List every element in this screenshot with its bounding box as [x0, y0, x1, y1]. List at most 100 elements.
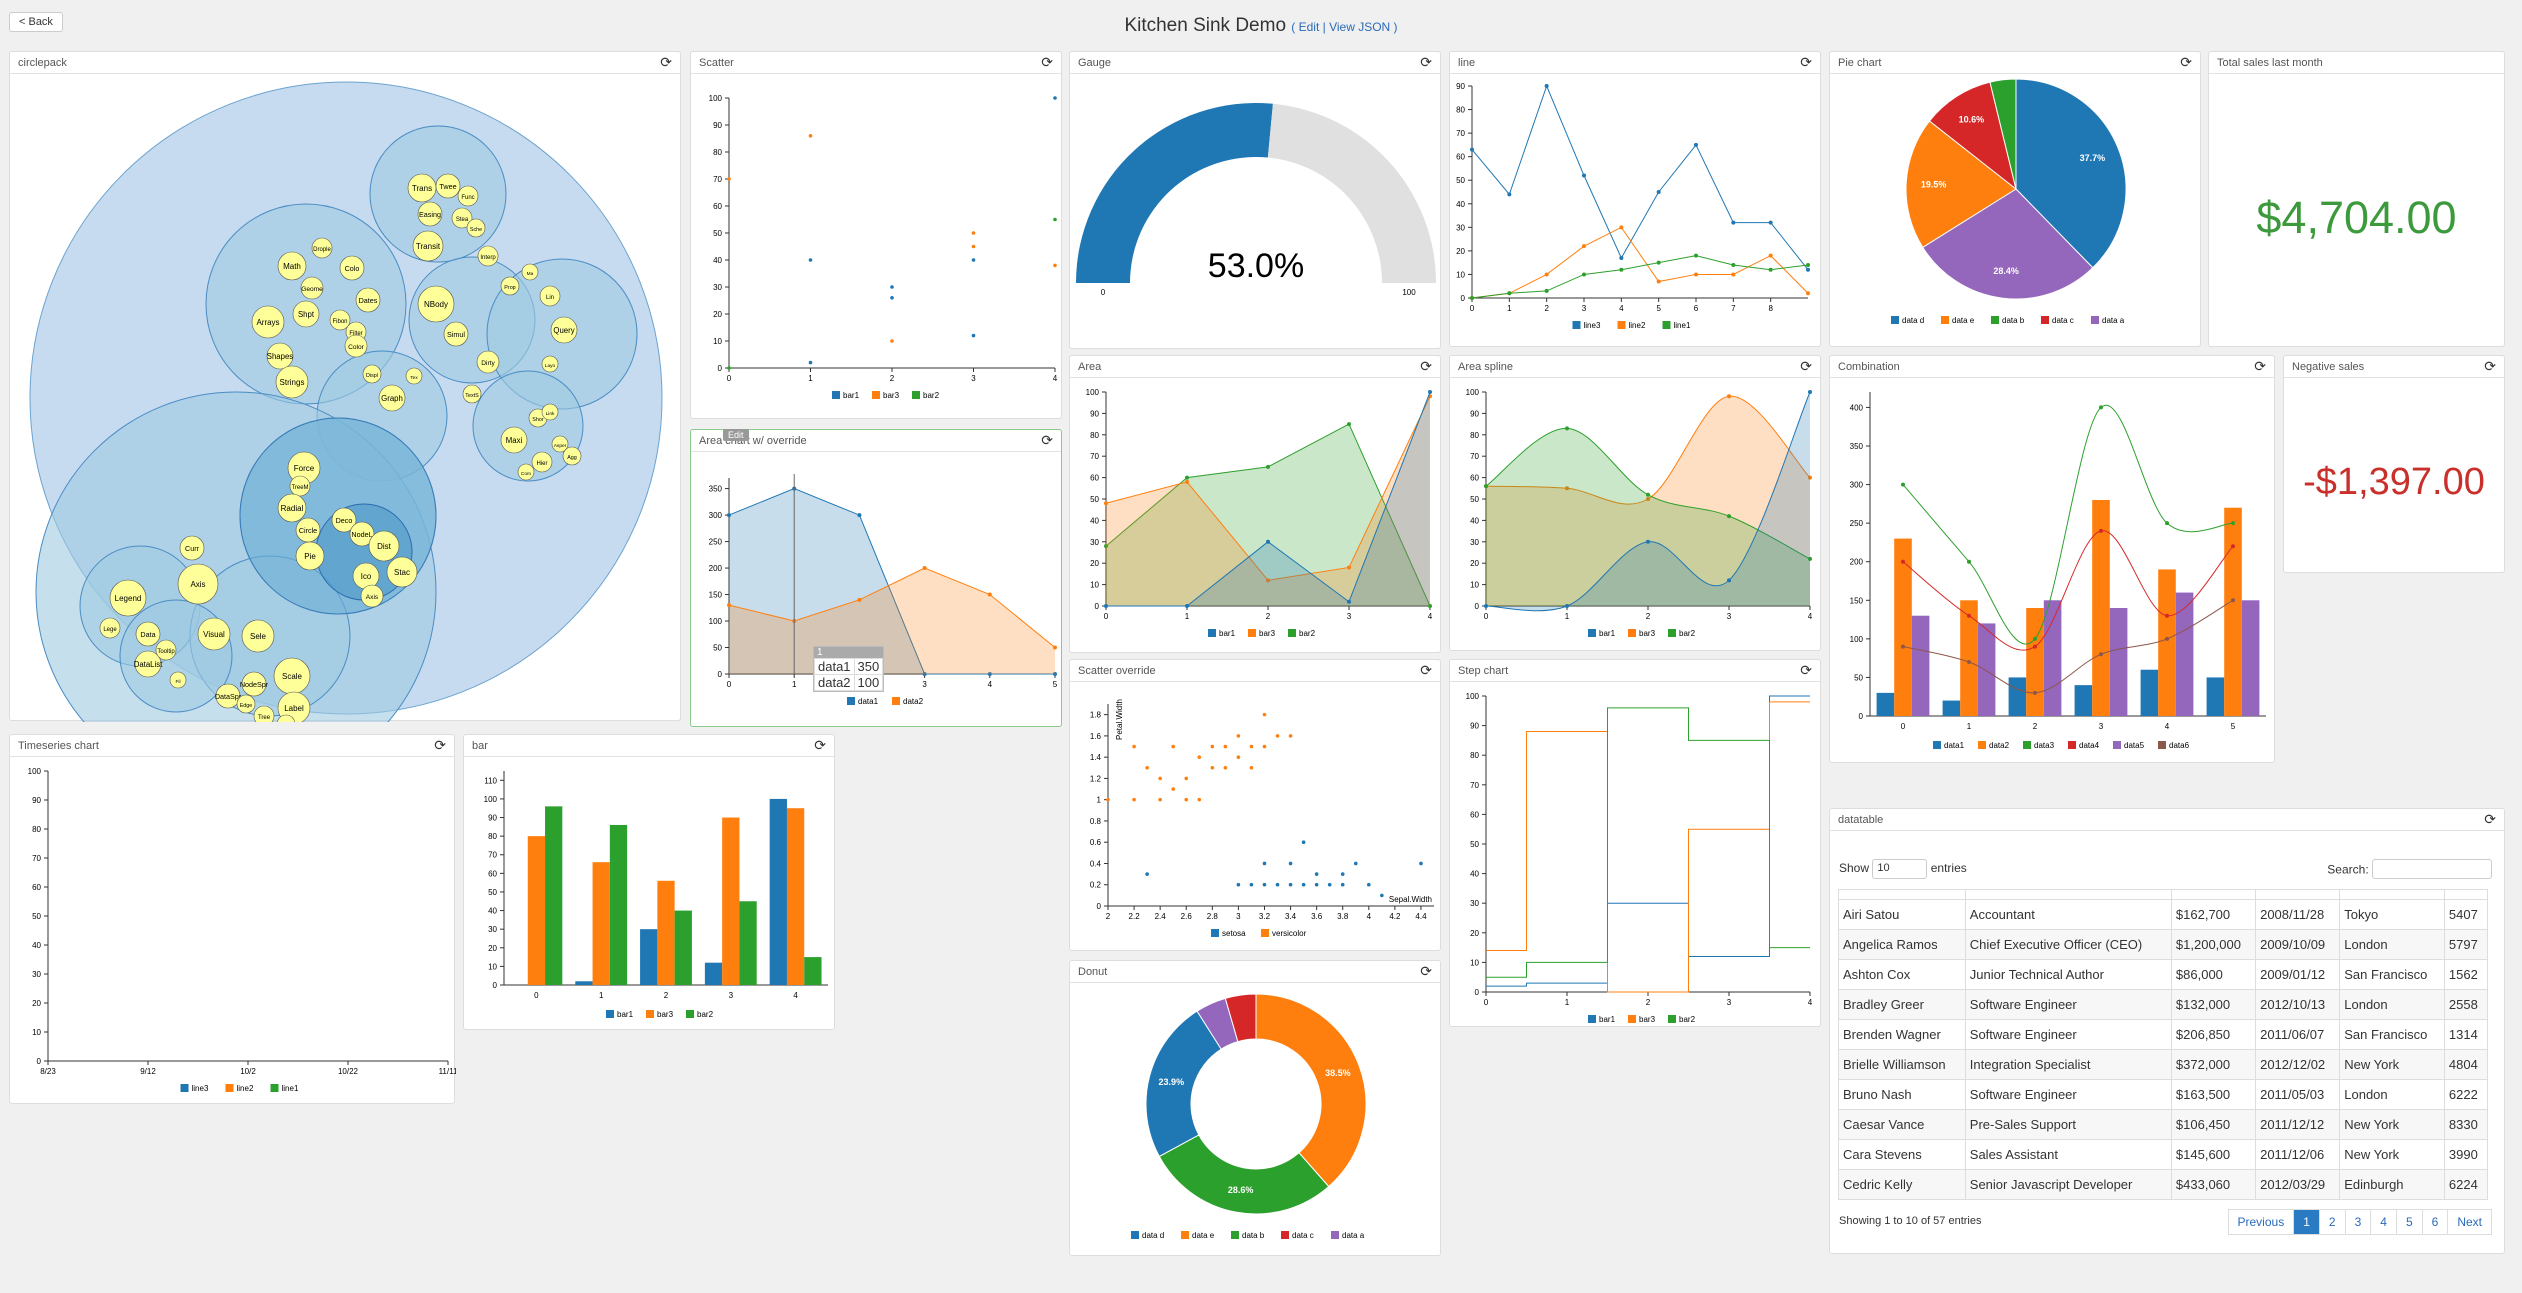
refresh-icon[interactable]: ⟳: [660, 54, 672, 70]
pack-leaf-label: Strings: [280, 378, 305, 387]
pack-group: [472, 370, 584, 482]
refresh-icon[interactable]: ⟳: [2254, 358, 2266, 374]
y-tick-label: 50: [1470, 840, 1479, 849]
page-button[interactable]: 1: [2293, 1209, 2320, 1235]
table-row: Brenden Wagner Software Engineer $206,850 2…: [1838, 1019, 2489, 1050]
table-cell: Cara Stevens: [1838, 1139, 1966, 1170]
refresh-icon[interactable]: ⟳: [814, 737, 826, 753]
y-tick-label: 300: [1850, 481, 1864, 490]
data-point: [2033, 636, 2037, 641]
pack-leaf-label: TextS: [465, 393, 479, 399]
data-point: [1565, 486, 1569, 491]
page-button[interactable]: 6: [2421, 1209, 2449, 1235]
legend-label: data a: [2102, 316, 2125, 325]
refresh-icon[interactable]: ⟳: [2180, 54, 2192, 70]
data-point: [1727, 514, 1731, 519]
page-button[interactable]: Previous: [2227, 1209, 2295, 1235]
scatter-point: [1171, 744, 1175, 749]
scatter-point: [808, 360, 813, 365]
pack-leaf-label: Fibon: [332, 319, 347, 325]
refresh-icon[interactable]: ⟳: [2484, 811, 2496, 827]
refresh-icon[interactable]: ⟳: [1420, 963, 1432, 979]
x-tick-label: 8/23: [40, 1067, 56, 1076]
page-button[interactable]: 2: [2318, 1209, 2346, 1235]
page-button[interactable]: 5: [2395, 1209, 2423, 1235]
legend-label: line1: [282, 1084, 299, 1093]
pack-leaf-label: Math: [283, 262, 301, 271]
legend-label: data d: [1142, 1231, 1164, 1240]
y-tick-label: 0: [1461, 294, 1466, 303]
x-axis-label: Sepal.Width: [1389, 895, 1432, 904]
table-cell: Integration Specialist: [1964, 1049, 2172, 1080]
x-tick-label: 9/12: [140, 1067, 156, 1076]
y-tick-label: 300: [709, 511, 723, 520]
refresh-icon[interactable]: ⟳: [1800, 358, 1812, 374]
gauge-bg-arc: [1267, 103, 1436, 283]
refresh-icon[interactable]: ⟳: [1800, 54, 1812, 70]
series-line-bar3: [1486, 701, 1810, 993]
page-button[interactable]: Next: [2447, 1209, 2492, 1235]
step-chart: 0 10 20 30 40 50 60 70 80 90 100 0 1 2 3 4 bar1 bar3 bar2: [1466, 692, 1813, 1024]
edit-json-links[interactable]: ( Edit | View JSON ): [1291, 20, 1398, 34]
panel-area-override: Area chart w/ override Edit ⟳ 0 50 100 150 200…: [690, 429, 1062, 727]
data-point: [1104, 604, 1108, 608]
legend-swatch: [832, 391, 840, 399]
refresh-icon[interactable]: ⟳: [2484, 358, 2496, 374]
scatter-override-chart: 0 0.2 0.4 0.6 0.8 1 1.2 1.4 1.6 1.8 2 2.2 2.4 2.6 2.8 3…: [1090, 699, 1434, 938]
legend-swatch: [1281, 1231, 1289, 1239]
x-tick-label: 0: [1484, 612, 1489, 621]
pack-leaf-label: NodeL: [351, 530, 372, 539]
bar-data3: [2109, 608, 2128, 716]
data-point: [1544, 84, 1549, 88]
page-button[interactable]: 4: [2370, 1209, 2397, 1235]
search-input[interactable]: [2372, 859, 2492, 879]
x-tick-label: 1: [1565, 612, 1570, 621]
legend-label: bar1: [843, 391, 860, 400]
y-tick-label: 40: [713, 256, 722, 265]
data-point: [727, 603, 731, 608]
back-button[interactable]: < Back: [9, 12, 63, 32]
refresh-icon[interactable]: ⟳: [1420, 54, 1432, 70]
refresh-icon[interactable]: ⟳: [1420, 358, 1432, 374]
pack-leaf-label: Simul: [447, 330, 465, 339]
x-tick-label: 2: [1544, 304, 1549, 313]
data-point: [1582, 173, 1586, 178]
pack-leaf-label: Deco: [336, 516, 353, 525]
data-point: [2231, 598, 2235, 603]
y-tick-label: 70: [713, 175, 722, 184]
refresh-icon[interactable]: ⟳: [1800, 662, 1812, 678]
refresh-icon[interactable]: ⟳: [434, 737, 446, 753]
entries-select[interactable]: 10: [1872, 859, 1928, 879]
panel-title: line: [1458, 57, 1476, 69]
data-point: [1901, 644, 1905, 649]
edit-button[interactable]: Edit: [723, 429, 749, 441]
table-row: Cedric Kelly Senior Javascript Developer $…: [1838, 1169, 2489, 1200]
data-point: [1185, 604, 1189, 608]
legend-swatch: [2068, 741, 2076, 749]
panel-title: Total sales last month: [2217, 57, 2323, 69]
bar-chart: 0 10 20 30 40 50 60 70 80 90 100 110 0 1 2 3 4 bar1 bar3 ba…: [484, 771, 828, 1019]
pack-leaf-label: Label: [284, 704, 304, 713]
refresh-icon[interactable]: ⟳: [1041, 54, 1053, 70]
legend-label: data4: [2079, 741, 2100, 750]
table-cell: 8330: [2443, 1109, 2489, 1140]
y-tick-label: 70: [1090, 452, 1099, 461]
panel-pie: Pie chart ⟳ 37.7% 28.4% 19.5% 10.6% data d dat…: [1829, 51, 2201, 347]
pack-leaf: [109, 579, 147, 617]
panel-scatter-override: Scatter override ⟳ 0 0.2 0.4 0.6 0.8 1 1.2 1.4 1.…: [1069, 659, 1441, 951]
pack-leaf: [197, 617, 231, 651]
legend-swatch: [225, 1084, 234, 1092]
area-spline-chart: 0 10 20 30 40 50 60 70 80 90 100 0 1 2 3 4 bar1 bar3 bar2: [1466, 388, 1813, 638]
refresh-icon[interactable]: ⟳: [1420, 662, 1432, 678]
table-cell: Accountant: [1964, 899, 2172, 930]
refresh-icon[interactable]: ⟳: [1041, 432, 1053, 448]
table-cell: London: [2339, 989, 2445, 1020]
x-tick-label: 0: [1470, 304, 1475, 313]
panel-area-spline: Area spline ⟳ 0 10 20 30 40 50 60 70 80 90 100 0 1 2 3 4…: [1449, 355, 1821, 651]
scatter-point: [1288, 861, 1293, 866]
pack-leaf: [378, 384, 406, 412]
scatter-point: [1053, 217, 1057, 222]
scatter-point: [1210, 744, 1215, 749]
data-point: [1694, 253, 1698, 258]
page-button[interactable]: 3: [2344, 1209, 2372, 1235]
